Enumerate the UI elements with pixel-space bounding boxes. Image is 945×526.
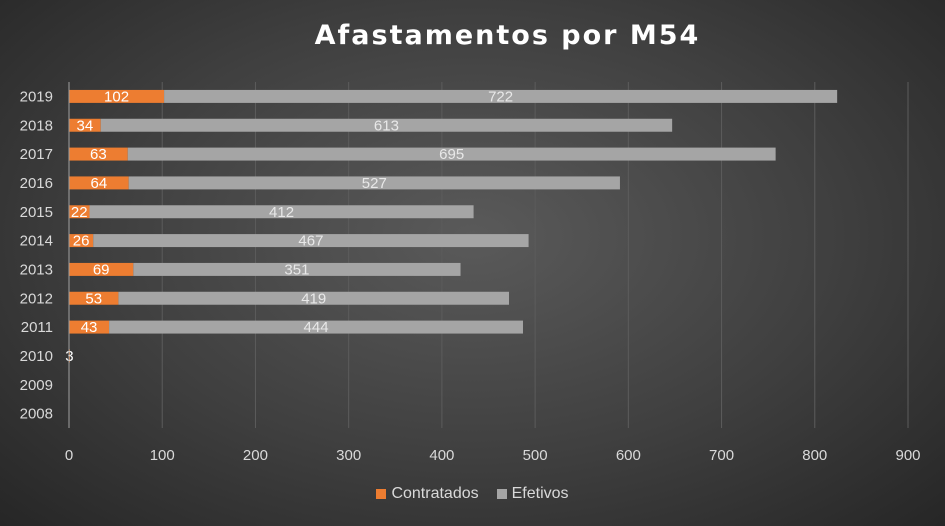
data-label: 63 xyxy=(90,146,107,163)
axes: 0 100 200 300 400 500 600 700 800 900 2019 2018 2017… xyxy=(20,82,921,464)
y-tick-label: 2018 xyxy=(20,117,53,134)
legend-swatch-contratados xyxy=(376,489,387,499)
x-tick-label: 700 xyxy=(709,447,734,464)
y-tick-label: 2015 xyxy=(20,204,53,221)
data-label: 22 xyxy=(71,204,88,221)
data-label: 64 xyxy=(90,175,107,192)
y-tick-label: 2019 xyxy=(20,88,53,105)
data-label: 412 xyxy=(269,204,294,221)
legend-label-contratados: Contratados xyxy=(391,485,479,502)
y-tick-label: 2014 xyxy=(20,233,53,250)
data-label: 695 xyxy=(439,146,464,163)
bar-efetivos-2015 xyxy=(89,205,474,219)
data-label: 53 xyxy=(85,290,102,307)
data-label: 613 xyxy=(374,117,399,134)
bar-efetivos-2018 xyxy=(100,118,673,132)
x-tick-label: 400 xyxy=(429,447,454,464)
y-tick-label: 2009 xyxy=(20,377,53,394)
bar-contratados-2019 xyxy=(69,89,165,103)
y-tick-label: 2011 xyxy=(21,319,53,336)
data-label: 102 xyxy=(104,88,129,105)
data-label: 69 xyxy=(93,261,110,278)
data-label: 351 xyxy=(284,261,309,278)
y-tick-label: 2010 xyxy=(20,348,53,365)
x-tick-label: 500 xyxy=(523,447,548,464)
legend: Contratados Efetivos xyxy=(0,485,945,503)
y-tick-label: 2008 xyxy=(20,406,53,423)
x-tick-label: 900 xyxy=(895,447,920,464)
bar-efetivos-2011 xyxy=(109,320,523,334)
bar-efetivos-2019 xyxy=(164,89,838,103)
y-tick-label: 2017 xyxy=(20,146,53,163)
bar-efetivos-2014 xyxy=(93,234,529,248)
bar-efetivos-2017 xyxy=(127,147,776,161)
x-tick-label: 200 xyxy=(243,447,268,464)
chart-title: Afastamentos por M54 xyxy=(314,20,701,51)
x-tick-label: 0 xyxy=(65,447,73,464)
data-label: 527 xyxy=(362,175,387,192)
legend-item-efetivos: Efetivos xyxy=(496,485,569,503)
legend-swatch-efetivos xyxy=(496,489,507,499)
bar-contratados-2014 xyxy=(69,234,94,248)
bar-efetivos-2013 xyxy=(133,262,461,276)
bar-contratados-2017 xyxy=(69,147,128,161)
data-label: 722 xyxy=(488,88,513,105)
data-label: 26 xyxy=(73,233,90,250)
bar-contratados-2013 xyxy=(69,262,134,276)
x-tick-label: 800 xyxy=(802,447,827,464)
x-tick-label: 600 xyxy=(616,447,641,464)
legend-item-contratados: Contratados xyxy=(376,485,479,503)
bar-contratados-2011 xyxy=(69,320,110,334)
data-label: 43 xyxy=(81,319,98,336)
x-tick-label: 100 xyxy=(150,447,175,464)
legend-label-efetivos: Efetivos xyxy=(511,485,569,502)
bar-contratados-2016 xyxy=(69,176,129,190)
y-tick-label: 2012 xyxy=(20,290,53,307)
data-label: 419 xyxy=(301,290,326,307)
bar-efetivos-2012 xyxy=(118,291,510,305)
data-label: 444 xyxy=(304,319,329,336)
bar-contratados-2015 xyxy=(69,205,90,219)
gridlines xyxy=(161,82,909,428)
y-tick-label: 2016 xyxy=(20,175,53,192)
bar-contratados-2012 xyxy=(69,291,119,305)
data-label: 34 xyxy=(77,117,94,134)
y-tick-label: 2013 xyxy=(20,261,53,278)
bar-efetivos-2016 xyxy=(128,176,620,190)
data-label: 467 xyxy=(298,233,323,250)
bars xyxy=(69,89,838,363)
x-tick-label: 300 xyxy=(336,447,361,464)
bar-contratados-2018 xyxy=(69,118,101,132)
